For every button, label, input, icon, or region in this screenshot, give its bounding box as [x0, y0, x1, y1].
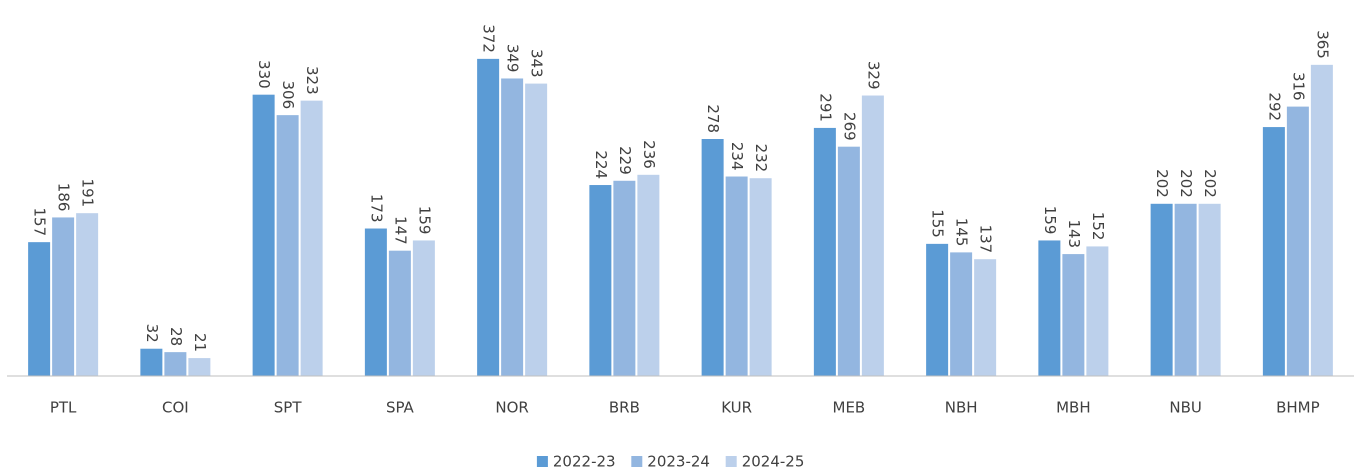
bar — [76, 213, 99, 376]
bar — [252, 94, 275, 377]
data-label: 292 — [1265, 92, 1283, 121]
data-label: 306 — [279, 80, 297, 109]
legend-label: 2024-25 — [742, 453, 805, 471]
data-label: 232 — [752, 144, 770, 173]
bar — [1150, 203, 1173, 376]
data-label: 269 — [840, 112, 858, 141]
data-label: 191 — [79, 179, 97, 208]
data-label: 229 — [616, 146, 634, 175]
bar — [701, 139, 724, 376]
data-label: 157 — [31, 208, 49, 237]
x-tick-label: NBU — [1169, 399, 1202, 417]
x-tick-label: BHMP — [1276, 399, 1320, 417]
data-label: 234 — [728, 142, 746, 171]
x-tick-label: NBH — [945, 399, 978, 417]
bar — [1286, 106, 1309, 377]
x-tick-label: BRB — [609, 399, 640, 417]
bar — [364, 228, 387, 376]
bar — [501, 78, 524, 376]
legend-label: 2023-24 — [647, 453, 710, 471]
x-tick-label: SPA — [386, 399, 415, 417]
bar — [861, 95, 884, 376]
data-label: 155 — [929, 209, 947, 238]
data-label: 202 — [1201, 169, 1219, 198]
data-label: 21 — [191, 333, 209, 352]
bar — [1262, 127, 1285, 376]
bar — [412, 240, 435, 376]
bar — [637, 174, 660, 376]
x-tick-label: KUR — [721, 399, 752, 417]
bar — [1310, 64, 1333, 377]
data-label: 32 — [143, 324, 161, 343]
data-label: 329 — [864, 61, 882, 90]
data-label: 137 — [977, 225, 995, 254]
bar — [388, 250, 411, 376]
bar — [140, 348, 163, 376]
data-label: 202 — [1153, 169, 1171, 198]
data-label: 152 — [1089, 212, 1107, 241]
bar — [164, 352, 187, 376]
bar — [749, 178, 772, 376]
bar — [525, 83, 548, 376]
bar — [1086, 246, 1109, 376]
data-label: 224 — [592, 150, 610, 179]
data-label: 28 — [167, 327, 185, 346]
data-label: 173 — [367, 194, 385, 223]
bar — [1038, 240, 1061, 376]
legend-swatch — [725, 456, 737, 467]
data-label: 159 — [415, 206, 433, 235]
legend-label: 2022-23 — [553, 453, 616, 471]
bar — [52, 217, 75, 376]
data-label: 143 — [1065, 219, 1083, 248]
bar — [813, 127, 836, 376]
data-label: 278 — [704, 104, 722, 133]
data-label: 236 — [640, 140, 658, 169]
x-tick-label: COI — [162, 399, 189, 417]
legend-swatch — [631, 456, 643, 467]
bar — [725, 176, 748, 376]
data-label: 330 — [255, 60, 273, 89]
x-tick-label: SPT — [274, 399, 303, 417]
data-label: 349 — [504, 44, 522, 73]
x-tick-label: MBH — [1056, 399, 1091, 417]
bar — [589, 185, 612, 376]
x-tick-label: MEB — [833, 399, 866, 417]
data-label: 147 — [391, 216, 409, 245]
bar — [1174, 203, 1197, 376]
bar — [477, 58, 500, 377]
bar — [974, 259, 997, 376]
data-label: 159 — [1041, 206, 1059, 235]
data-label: 291 — [816, 93, 834, 122]
bar — [1062, 254, 1085, 376]
data-label: 316 — [1289, 72, 1307, 101]
data-label: 343 — [528, 49, 546, 78]
x-tick-label: NOR — [495, 399, 528, 417]
bar — [613, 180, 636, 376]
bar — [950, 252, 973, 376]
data-label: 145 — [953, 218, 971, 247]
data-label: 186 — [55, 183, 73, 212]
bar — [1198, 203, 1221, 376]
data-label: 365 — [1313, 30, 1331, 59]
x-tick-label: PTL — [50, 399, 77, 417]
bar — [926, 243, 949, 376]
data-label: 202 — [1177, 169, 1195, 198]
legend-swatch — [536, 456, 548, 467]
bar — [300, 100, 323, 376]
data-label: 323 — [303, 66, 321, 95]
bar — [28, 242, 51, 376]
data-label: 372 — [480, 24, 498, 53]
bar — [188, 358, 211, 376]
bar — [837, 146, 860, 376]
bar — [276, 115, 299, 376]
